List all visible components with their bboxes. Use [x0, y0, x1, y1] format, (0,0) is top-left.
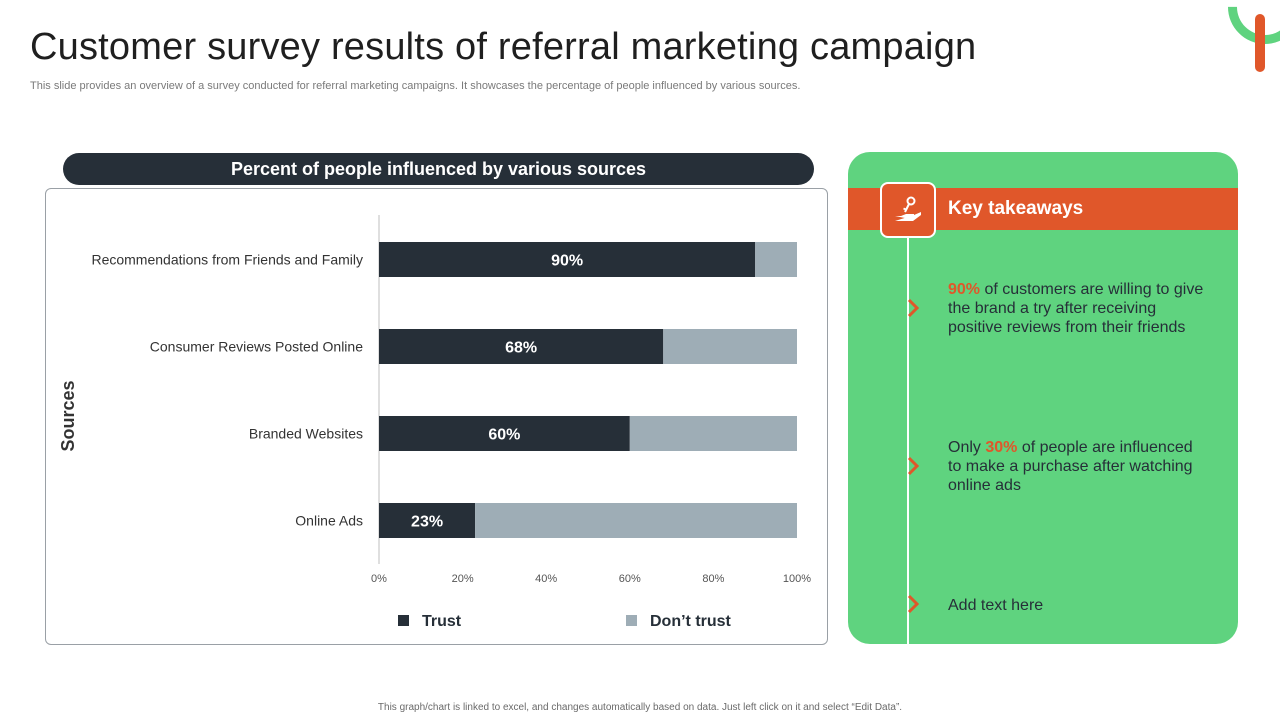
footer-note: This graph/chart is linked to excel, and… — [377, 702, 903, 713]
decorative-ring — [1212, 0, 1280, 60]
chevron-right-icon — [907, 456, 920, 476]
page-subtitle: This slide provides an overview of a sur… — [30, 80, 801, 92]
takeaway-item-3[interactable]: Add text here — [948, 597, 1044, 614]
takeaway-2-prefix: Only — [948, 439, 986, 456]
takeaways-title: Key takeaways — [948, 198, 1084, 219]
hand-key-icon — [880, 182, 936, 238]
bar-trust[interactable] — [379, 329, 664, 364]
bar-chart[interactable]: 90% Recommendations from Friends and Fami… — [46, 189, 827, 644]
takeaway-item-1: 90% of customers are willing to give the… — [948, 280, 1210, 337]
x-tick-label: 80% — [702, 573, 724, 585]
category-label: Recommendations from Friends and Family — [91, 252, 363, 268]
data-label: 90% — [551, 253, 583, 270]
x-tick-label: 20% — [452, 573, 474, 585]
bar-trust[interactable] — [379, 416, 630, 451]
bar-trust[interactable] — [379, 503, 476, 538]
legend-swatch[interactable] — [626, 615, 637, 626]
takeaway-2-highlight: 30% — [985, 439, 1018, 456]
takeaway-item-2: Only 30% of people are influenced to mak… — [948, 438, 1210, 495]
legend-label: Don’t trust — [650, 613, 732, 630]
data-label: 68% — [505, 340, 537, 357]
takeaway-2-text: of people are influenced to make a purch… — [948, 439, 1193, 494]
category-label: Branded Websites — [249, 426, 363, 442]
data-label: 60% — [488, 427, 520, 444]
y-axis-title: Sources — [58, 380, 78, 451]
chart-container[interactable]: 90% Recommendations from Friends and Fami… — [45, 188, 828, 645]
chevron-right-icon — [907, 298, 920, 318]
takeaway-1-text: of customers are willing to give the bra… — [948, 281, 1204, 336]
timeline-line — [907, 236, 909, 644]
bar-dont-trust[interactable] — [629, 416, 797, 451]
data-label: 23% — [411, 514, 443, 531]
legend-swatch[interactable] — [398, 615, 409, 626]
legend-label: Trust — [422, 613, 462, 630]
bar-dont-trust[interactable] — [663, 329, 797, 364]
bar-dont-trust[interactable] — [475, 503, 797, 538]
page-title: Customer survey results of referral mark… — [30, 26, 977, 68]
chart-header: Percent of people influenced by various … — [63, 153, 814, 185]
bar-trust[interactable] — [379, 242, 756, 277]
x-tick-label: 0% — [371, 573, 387, 585]
decorative-bar — [1255, 14, 1265, 72]
x-tick-label: 60% — [619, 573, 641, 585]
x-tick-label: 100% — [783, 573, 811, 585]
category-label: Online Ads — [295, 513, 363, 529]
category-label: Consumer Reviews Posted Online — [150, 339, 363, 355]
chevron-right-icon — [907, 594, 920, 614]
takeaway-1-highlight: 90% — [948, 281, 981, 298]
bar-dont-trust[interactable] — [755, 242, 797, 277]
x-tick-label: 40% — [535, 573, 557, 585]
